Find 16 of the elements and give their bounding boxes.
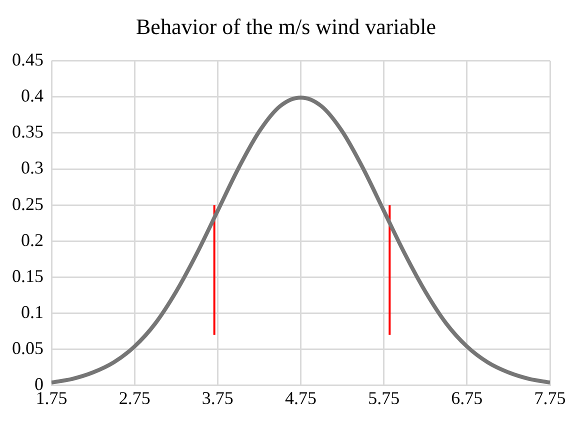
- x-tick-label: 3.75: [202, 388, 234, 408]
- x-tick-label: 4.75: [285, 388, 316, 408]
- y-tick-label: 0.2: [21, 230, 44, 250]
- y-tick-label: 0.35: [12, 122, 44, 142]
- y-tick-label: 0.45: [12, 50, 44, 70]
- x-tick-label: 6.75: [451, 388, 483, 408]
- x-tick-label: 7.75: [534, 388, 566, 408]
- y-tick-label: 0.05: [12, 338, 44, 358]
- x-tick-label: 2.75: [118, 388, 150, 408]
- y-tick-label: 0.15: [12, 266, 44, 286]
- y-tick-label: 0.1: [21, 302, 44, 322]
- y-tick-label: 0.3: [21, 158, 44, 178]
- chart-title: Behavior of the m/s wind variable: [135, 14, 437, 41]
- x-tick-label: 5.75: [368, 388, 400, 408]
- y-tick-label: 0.25: [12, 194, 44, 214]
- y-tick-label: 0.4: [21, 86, 44, 106]
